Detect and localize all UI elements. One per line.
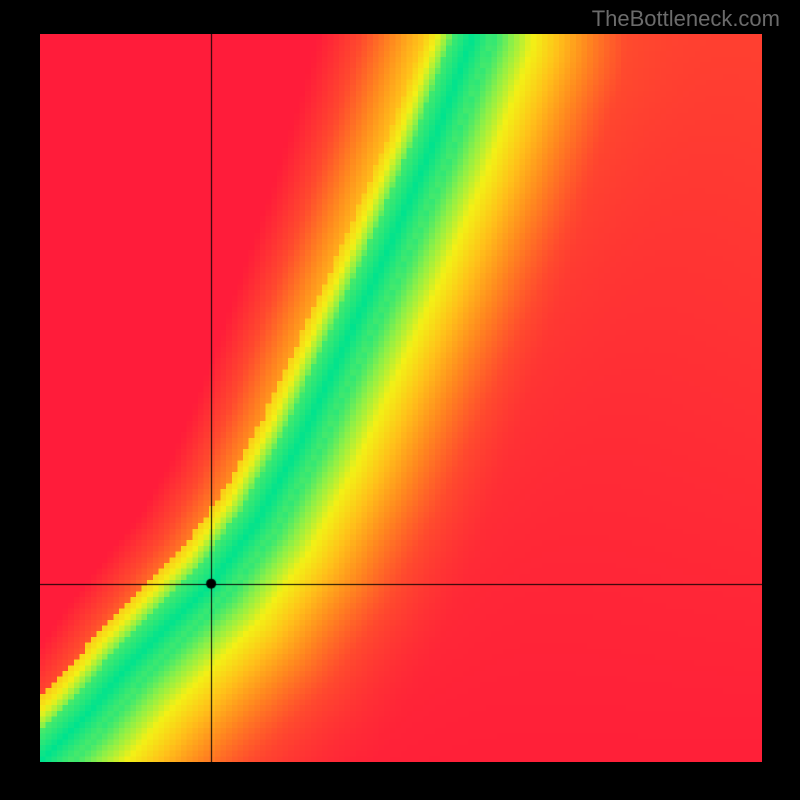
bottleneck-heatmap: [40, 34, 762, 762]
watermark-text: TheBottleneck.com: [592, 6, 780, 32]
chart-container: { "meta": { "watermark_text": "TheBottle…: [0, 0, 800, 800]
